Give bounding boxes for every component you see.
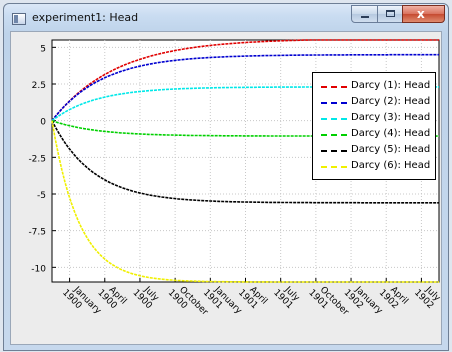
x-tick-label: October1901 xyxy=(306,281,350,325)
title-bar[interactable]: experiment1: Head x xyxy=(4,4,448,32)
y-tick-label: 5 xyxy=(40,44,46,54)
legend-entry: Darcy (1): Head xyxy=(319,80,435,94)
series-line xyxy=(51,39,439,122)
x-tick-label: July1901 xyxy=(271,281,301,311)
legend-entry: Darcy (6): Head xyxy=(319,160,435,174)
x-tick-label: January1902 xyxy=(342,281,385,324)
legend-entry: Darcy (5): Head xyxy=(319,144,435,158)
minimize-icon xyxy=(361,16,369,18)
legend-label: Darcy (1): Head xyxy=(351,80,431,91)
x-tick-label: January1901 xyxy=(201,281,244,324)
legend-entry: Darcy (2): Head xyxy=(319,96,435,110)
legend-label: Darcy (4): Head xyxy=(351,128,431,139)
series-line xyxy=(51,53,439,122)
y-tick-label: -5 xyxy=(37,191,46,201)
legend-entry: Darcy (3): Head xyxy=(319,112,435,126)
legend-label: Darcy (6): Head xyxy=(351,160,431,171)
chart-area: 5 2.5 0 -2.5 -5 -7.5 -10 January1900 April1900 Ju… xyxy=(10,31,442,345)
maximize-button[interactable] xyxy=(377,5,403,23)
y-tick-label: -10 xyxy=(31,264,46,274)
close-button[interactable]: x xyxy=(402,5,445,23)
y-tick-label: 0 xyxy=(40,118,46,128)
legend-entry: Darcy (4): Head xyxy=(319,128,435,142)
legend-label: Darcy (3): Head xyxy=(351,112,431,123)
window-title: experiment1: Head xyxy=(32,11,139,24)
window-app-icon[interactable] xyxy=(12,13,26,25)
minimize-button[interactable] xyxy=(351,5,378,23)
x-tick-label: October1900 xyxy=(166,281,210,325)
y-tick-label: -2.5 xyxy=(28,154,46,164)
y-tick-label: -7.5 xyxy=(28,228,46,238)
series-line xyxy=(51,119,439,137)
legend-swatch xyxy=(321,150,347,152)
legend-label: Darcy (5): Head xyxy=(351,144,431,155)
x-tick-label: January1900 xyxy=(60,281,103,324)
series-line xyxy=(51,120,439,204)
legend-swatch xyxy=(321,86,347,88)
close-icon: x xyxy=(417,7,425,21)
legend-swatch xyxy=(321,118,347,120)
maximize-icon xyxy=(386,10,395,17)
legend-swatch xyxy=(321,134,347,136)
legend-label: Darcy (2): Head xyxy=(351,96,431,107)
legend-swatch xyxy=(321,102,347,104)
plot-window: experiment1: Head x 5 2.5 0 -2.5 -5 -7.5 -10 Ja… xyxy=(3,3,449,351)
series-line xyxy=(51,120,439,283)
x-tick-label: July1900 xyxy=(131,281,162,312)
x-tick-label: July1902 xyxy=(412,281,441,311)
legend-swatch xyxy=(321,166,347,168)
chart-legend: Darcy (1): Head Darcy (2): Head Darcy (3):… xyxy=(312,72,436,180)
y-tick-label: 2.5 xyxy=(32,81,46,91)
